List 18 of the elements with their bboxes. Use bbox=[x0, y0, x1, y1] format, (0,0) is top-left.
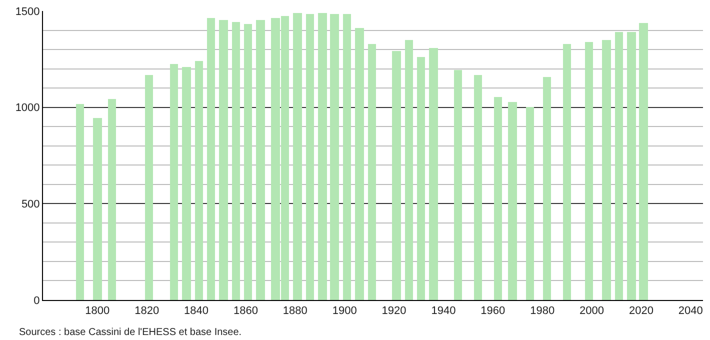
x-tick-label: 1820 bbox=[134, 305, 160, 318]
x-tick-label: 1840 bbox=[184, 305, 208, 318]
x-tick-label: 1940 bbox=[431, 305, 456, 318]
y-tick-label: 1000 bbox=[15, 102, 40, 114]
x-tick-label: 1920 bbox=[382, 305, 406, 318]
x-tick-label: 1900 bbox=[332, 305, 357, 318]
x-tick-label: 1800 bbox=[85, 305, 110, 318]
y-tick-label: 500 bbox=[21, 198, 40, 211]
y-tick-label: 0 bbox=[34, 294, 40, 307]
x-tick-label: 2000 bbox=[580, 305, 604, 318]
x-tick-label: 2040 bbox=[678, 305, 703, 318]
y-tick-label: 1500 bbox=[15, 6, 40, 18]
x-tick-label: 2020 bbox=[628, 305, 654, 318]
x-tick-label: 1980 bbox=[530, 305, 555, 318]
x-tick-label: 1880 bbox=[282, 305, 308, 318]
x-tick-label: 1960 bbox=[480, 305, 506, 318]
x-tick-label: 1860 bbox=[233, 305, 258, 318]
source-note: Sources : base Cassini de l'EHESS et base Insee. bbox=[19, 327, 242, 338]
